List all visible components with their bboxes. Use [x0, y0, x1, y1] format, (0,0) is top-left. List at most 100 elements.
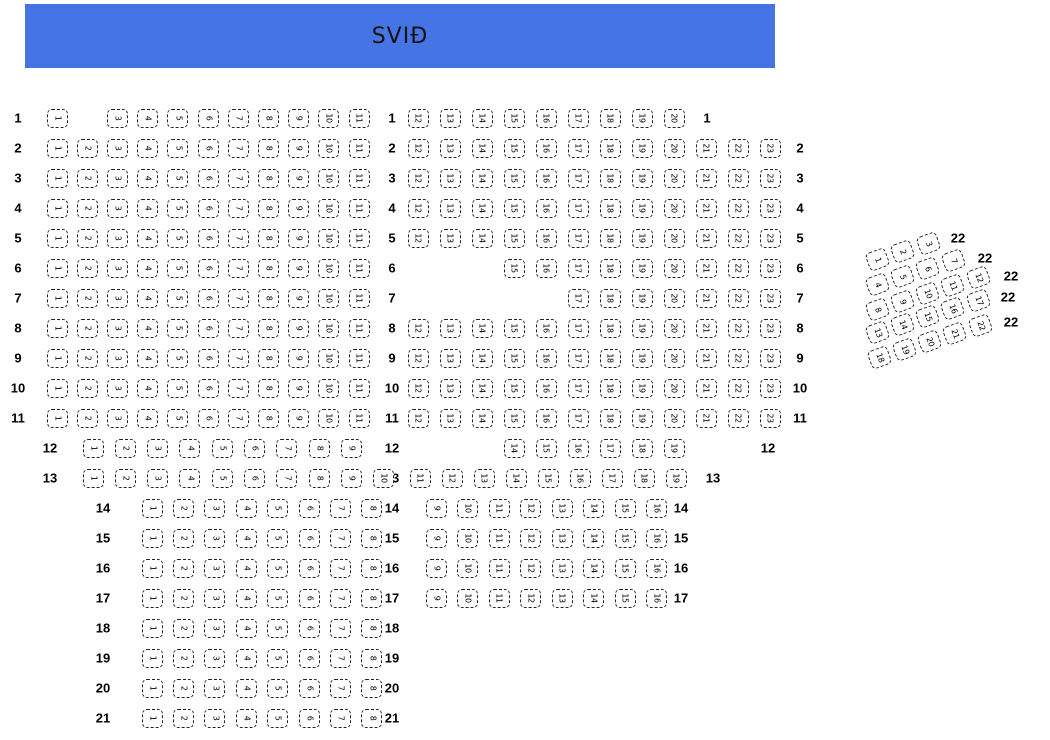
seat[interactable]: 11 [348, 408, 370, 428]
seat[interactable]: 2 [172, 528, 194, 548]
seat[interactable]: 12 [407, 228, 429, 248]
seat[interactable]: 2 [889, 238, 916, 264]
seat[interactable]: 3 [106, 318, 128, 338]
seat[interactable]: 22 [727, 378, 749, 398]
seat[interactable]: 19 [631, 408, 653, 428]
seat[interactable]: 2 [76, 138, 98, 158]
seat[interactable]: 12 [407, 408, 429, 428]
seat[interactable]: 13 [551, 558, 573, 578]
seat[interactable]: 17 [567, 198, 589, 218]
seat[interactable]: 22 [727, 258, 749, 278]
seat[interactable]: 8 [361, 618, 383, 638]
seat[interactable]: 13 [439, 318, 461, 338]
seat[interactable]: 11 [488, 588, 510, 608]
seat[interactable]: 2 [172, 648, 194, 668]
seat[interactable]: 1 [46, 408, 68, 428]
seat[interactable]: 10 [318, 258, 340, 278]
seat[interactable]: 15 [614, 558, 636, 578]
seat[interactable]: 1 [141, 678, 163, 698]
seat[interactable]: 11 [488, 528, 510, 548]
seat[interactable]: 17 [599, 438, 621, 458]
seat[interactable]: 5 [267, 588, 289, 608]
seat[interactable]: 5 [167, 198, 189, 218]
seat[interactable]: 2 [76, 258, 98, 278]
seat[interactable]: 19 [631, 258, 653, 278]
seat[interactable]: 7 [227, 348, 249, 368]
seat[interactable]: 10 [457, 588, 478, 608]
seat[interactable]: 19 [631, 198, 653, 218]
seat[interactable]: 11 [348, 348, 370, 368]
seat[interactable]: 16 [535, 258, 557, 278]
seat[interactable]: 1 [46, 198, 68, 218]
seat[interactable]: 13 [864, 319, 891, 345]
seat[interactable]: 13 [439, 228, 461, 248]
seat[interactable]: 13 [473, 468, 495, 488]
seat[interactable]: 15 [614, 498, 636, 518]
seat[interactable]: 7 [276, 468, 298, 488]
seat[interactable]: 7 [329, 618, 351, 638]
seat[interactable]: 4 [235, 618, 257, 638]
seat[interactable]: 16 [535, 138, 557, 158]
seat[interactable]: 7 [227, 258, 249, 278]
seat[interactable]: 1 [141, 498, 163, 518]
seat[interactable]: 3 [106, 138, 128, 158]
seat[interactable]: 6 [197, 408, 219, 428]
seat[interactable]: 22 [727, 408, 749, 428]
seat[interactable]: 19 [631, 168, 653, 188]
seat[interactable]: 20 [663, 318, 685, 338]
seat[interactable]: 7 [227, 198, 249, 218]
seat[interactable]: 2 [172, 498, 194, 518]
seat[interactable]: 5 [267, 618, 289, 638]
seat[interactable]: 19 [631, 318, 653, 338]
seat[interactable]: 22 [727, 318, 749, 338]
seat[interactable]: 4 [235, 588, 257, 608]
seat[interactable]: 9 [288, 348, 310, 368]
seat[interactable]: 4 [235, 528, 257, 548]
seat[interactable]: 4 [179, 468, 201, 488]
seat[interactable]: 13 [551, 528, 573, 548]
seat[interactable]: 8 [308, 468, 330, 488]
seat[interactable]: 15 [503, 108, 525, 128]
seat[interactable]: 9 [425, 528, 447, 548]
seat[interactable]: 3 [147, 438, 169, 458]
seat[interactable]: 5 [267, 678, 289, 698]
seat[interactable]: 17 [567, 288, 589, 308]
seat[interactable]: 22 [727, 348, 749, 368]
seat[interactable]: 20 [663, 348, 685, 368]
seat[interactable]: 1 [141, 588, 163, 608]
seat[interactable]: 14 [471, 228, 493, 248]
seat[interactable]: 20 [663, 138, 685, 158]
seat[interactable]: 3 [106, 378, 128, 398]
seat[interactable]: 23 [759, 318, 781, 338]
seat[interactable]: 4 [137, 198, 159, 218]
seat[interactable]: 17 [567, 108, 589, 128]
seat[interactable]: 2 [172, 588, 194, 608]
seat[interactable]: 4 [235, 498, 257, 518]
seat[interactable]: 21 [695, 408, 717, 428]
seat[interactable]: 9 [288, 408, 310, 428]
seat[interactable]: 10 [318, 138, 340, 158]
seat[interactable]: 11 [348, 378, 370, 398]
seat[interactable]: 21 [695, 378, 717, 398]
seat[interactable]: 3 [106, 288, 128, 308]
seat[interactable]: 5 [167, 138, 189, 158]
seat[interactable]: 4 [137, 108, 159, 128]
seat[interactable]: 12 [407, 378, 429, 398]
seat[interactable]: 15 [503, 198, 525, 218]
seat[interactable]: 8 [361, 588, 383, 608]
seat[interactable]: 19 [631, 378, 653, 398]
seat[interactable]: 15 [914, 303, 941, 329]
seat[interactable]: 6 [244, 438, 265, 458]
seat[interactable]: 18 [599, 288, 621, 308]
seat[interactable]: 18 [599, 378, 621, 398]
seat[interactable]: 15 [503, 258, 525, 278]
seat[interactable]: 9 [288, 168, 310, 188]
seat[interactable]: 14 [471, 198, 493, 218]
seat[interactable]: 9 [340, 438, 362, 458]
seat[interactable]: 3 [106, 108, 128, 128]
seat[interactable]: 3 [106, 258, 128, 278]
seat[interactable]: 13 [439, 378, 461, 398]
seat[interactable]: 7 [276, 438, 298, 458]
seat[interactable]: 17 [567, 378, 589, 398]
seat[interactable]: 11 [409, 468, 431, 488]
